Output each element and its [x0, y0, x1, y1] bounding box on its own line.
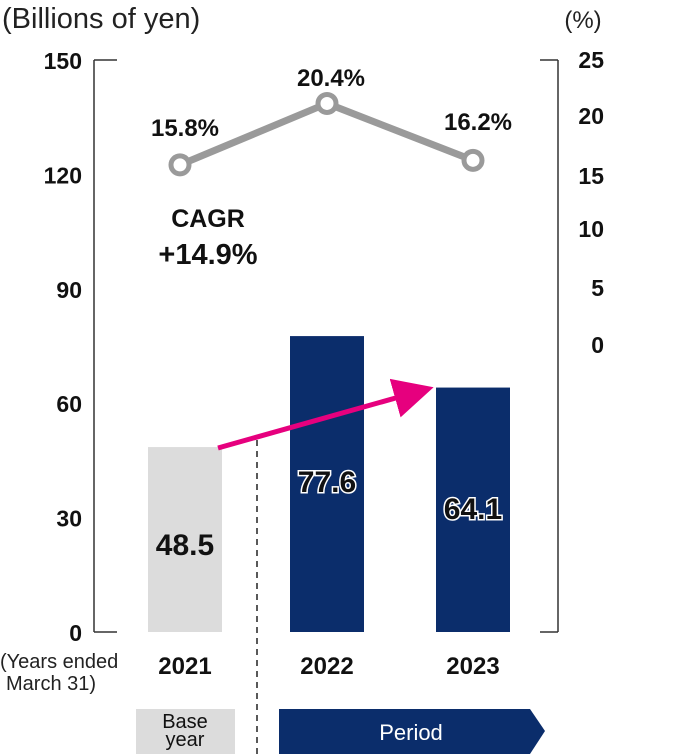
period-bands: Base year Period: [136, 709, 545, 754]
left-tick-label: 30: [56, 506, 82, 532]
left-axis-ticks: 150 120 90 60 30 0: [44, 48, 82, 646]
right-tick-label: 10: [578, 216, 604, 242]
right-tick-label: 25: [578, 47, 604, 73]
right-axis-ticks: 25 20 15 10 5 0: [578, 47, 604, 358]
line-value-label: 16.2%: [444, 109, 512, 136]
left-tick-label: 150: [44, 48, 82, 74]
bar-2023: [436, 387, 510, 632]
cagr-value: +14.9%: [158, 239, 257, 271]
base-year-band: [136, 709, 235, 754]
line-value-label: 20.4%: [297, 65, 365, 92]
x-tick-label: 2022: [300, 653, 353, 680]
left-tick-label: 0: [69, 620, 82, 646]
right-tick-label: 0: [591, 332, 604, 358]
cagr-title: CAGR: [171, 205, 245, 233]
bar-value-label: 77.6: [298, 466, 356, 499]
cagr-arrow: [217, 378, 434, 451]
left-tick-label: 120: [44, 162, 82, 188]
line-point: [168, 153, 192, 177]
left-tick-label: 60: [56, 391, 82, 417]
right-axis-title: (%): [564, 7, 601, 34]
left-axis: [93, 59, 117, 633]
left-axis-title: (Billions of yen): [2, 3, 200, 35]
line-value-label: 15.8%: [151, 115, 219, 142]
line-point: [461, 148, 485, 172]
period-label: Period: [379, 720, 443, 745]
right-axis: [540, 59, 559, 633]
cagr-line-series: 15.8% 20.4% 16.2%: [151, 65, 512, 177]
base-year-label: Base year: [162, 711, 208, 751]
left-tick-label: 90: [56, 277, 82, 303]
x-tick-label: 2023: [446, 653, 499, 680]
right-tick-label: 20: [578, 103, 604, 129]
period-band: [279, 709, 545, 754]
right-tick-label: 15: [578, 163, 604, 189]
x-tick-label: 2021: [158, 653, 211, 680]
right-tick-label: 5: [591, 275, 604, 301]
line-point: [315, 91, 339, 115]
bar-2021: [148, 447, 222, 632]
bar-value-label: 48.5: [156, 529, 214, 562]
bar-value-label: 64.1: [444, 493, 502, 526]
bar-2022: [290, 336, 364, 632]
x-axis-labels: 2021 2022 2023: [158, 653, 499, 680]
x-axis-note: (Years ended March 31): [0, 651, 118, 695]
bars-group: 48.5 77.6 64.1: [148, 336, 510, 632]
